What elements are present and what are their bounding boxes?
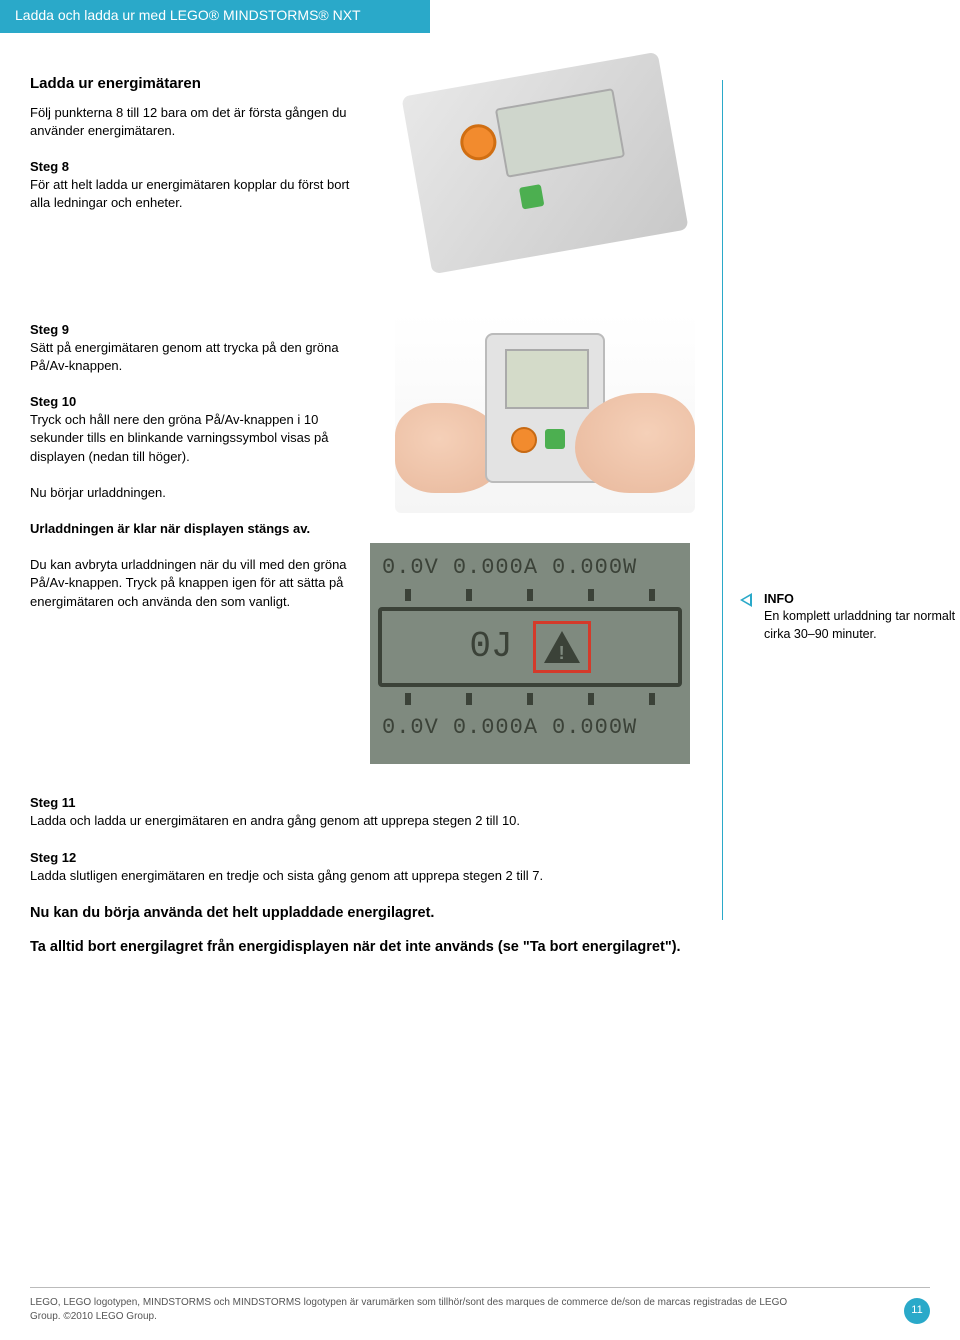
- green-button-icon: [519, 184, 544, 209]
- info-body: En komplett urladdning tar normalt cirka…: [764, 608, 960, 643]
- remove-line: Ta alltid bort energilagret från energid…: [30, 937, 930, 957]
- hand-device-illustration: [395, 313, 695, 513]
- step-9: Steg 9 Sätt på energimätaren genom att t…: [30, 321, 350, 376]
- info-arrow-icon: [740, 593, 752, 607]
- warning-highlight: [533, 621, 591, 673]
- lcd-top-a: 0.000A: [449, 551, 542, 586]
- lcd-ticks-bottom: [378, 693, 682, 705]
- lcd-bot-w: 0.000W: [548, 711, 641, 746]
- step-8: Steg 8 För att helt ladda ur energimätar…: [30, 158, 350, 213]
- handheld-screen-icon: [505, 349, 589, 409]
- lcd-bot-a: 0.000A: [449, 711, 542, 746]
- warning-triangle-icon: [544, 631, 580, 663]
- lcd-bot-v: 0.0V: [378, 711, 443, 746]
- info-callout: INFO En komplett urladdning tar normalt …: [740, 591, 960, 644]
- orange-knob-icon: [458, 121, 500, 163]
- page-footer: LEGO, LEGO logotypen, MINDSTORMS och MIN…: [30, 1287, 930, 1324]
- step-8-body: För att helt ladda ur energimätaren kopp…: [30, 176, 350, 212]
- lcd-row-bottom: 0.0V 0.000A 0.000W: [378, 711, 682, 746]
- header-title: Ladda och ladda ur med LEGO® MINDSTORMS®…: [15, 7, 361, 23]
- lcd-display: 0.0V 0.000A 0.000W 0J 0.0V 0.000A 0.000W: [370, 543, 690, 765]
- handheld-green-button-icon: [545, 429, 565, 449]
- step-10-head: Steg 10: [30, 393, 350, 411]
- intro-text: Följ punkterna 8 till 12 bara om det är …: [30, 104, 350, 140]
- step-11-head: Steg 11: [30, 794, 930, 812]
- info-title: INFO: [764, 591, 960, 609]
- step-12: Steg 12 Ladda slutligen energimätaren en…: [30, 849, 930, 885]
- page-number: 11: [904, 1298, 930, 1324]
- vertical-divider: [722, 80, 723, 920]
- step-11-body: Ladda och ladda ur energimätaren en andr…: [30, 812, 930, 830]
- lcd-joules: 0J: [469, 622, 512, 672]
- page-header: Ladda och ladda ur med LEGO® MINDSTORMS®…: [0, 0, 430, 33]
- done-title: Urladdningen är klar när displayen stäng…: [30, 520, 350, 538]
- step-9-head: Steg 9: [30, 321, 350, 339]
- lcd-top-v: 0.0V: [378, 551, 443, 586]
- section-title: Ladda ur energimätaren: [30, 73, 350, 94]
- step-8-head: Steg 8: [30, 158, 350, 176]
- step-11: Steg 11 Ladda och ladda ur energimätaren…: [30, 794, 930, 830]
- lcd-ticks-top: [378, 589, 682, 601]
- handheld-knob-icon: [511, 427, 537, 453]
- lcd-row-top: 0.0V 0.000A 0.000W: [378, 551, 682, 586]
- step-12-head: Steg 12: [30, 849, 930, 867]
- ready-line: Nu kan du börja använda det helt uppladd…: [30, 903, 930, 923]
- cancel-body: Du kan avbryta urladdningen när du vill …: [30, 556, 350, 611]
- device-screen-icon: [495, 88, 625, 178]
- lcd-top-w: 0.000W: [548, 551, 641, 586]
- now-begin: Nu börjar urladdningen.: [30, 484, 350, 502]
- step-12-body: Ladda slutligen energimätaren en tredje …: [30, 867, 930, 885]
- step-9-body: Sätt på energimätaren genom att trycka p…: [30, 339, 350, 375]
- footer-legal: LEGO, LEGO logotypen, MINDSTORMS och MIN…: [30, 1296, 790, 1324]
- device-illustration: [401, 51, 688, 273]
- step-10: Steg 10 Tryck och håll nere den gröna På…: [30, 393, 350, 466]
- step-10-body: Tryck och håll nere den gröna På/Av-knap…: [30, 411, 350, 466]
- lcd-center: 0J: [378, 607, 682, 687]
